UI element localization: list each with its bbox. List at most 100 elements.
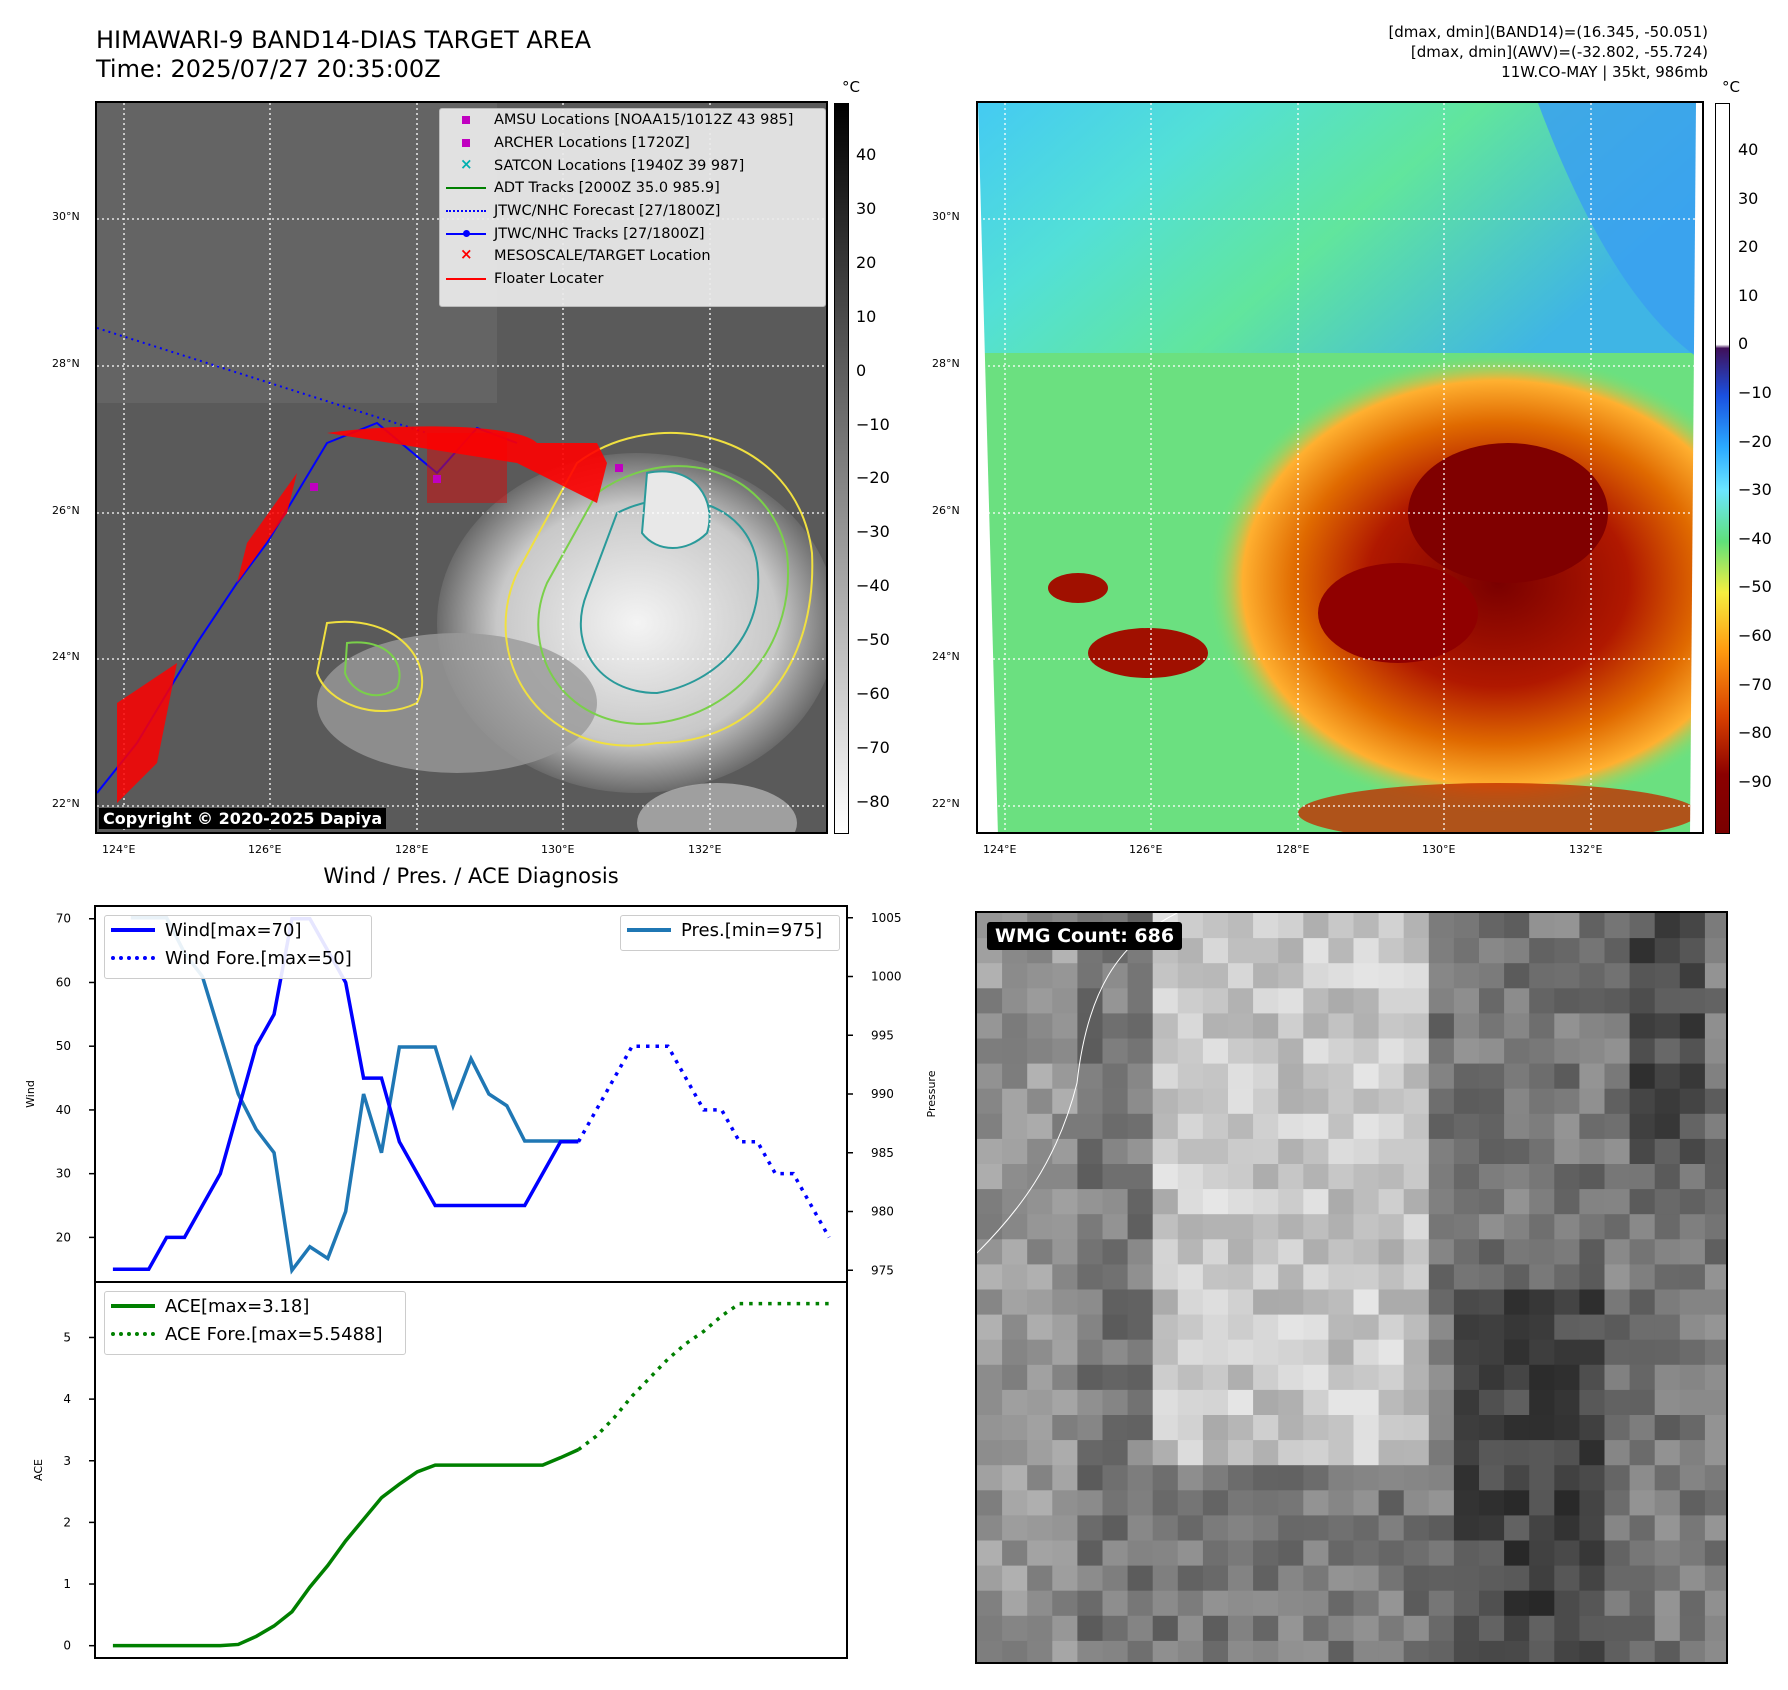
wmg-cell bbox=[1403, 1515, 1430, 1541]
wmg-cell bbox=[1127, 988, 1154, 1014]
wmg-cell bbox=[1328, 1465, 1354, 1491]
wmg-cell bbox=[1403, 938, 1430, 964]
wmg-cell bbox=[1554, 963, 1580, 989]
wmg-cell bbox=[977, 1289, 1003, 1316]
wmg-cell bbox=[1554, 1239, 1580, 1265]
wmg-cell bbox=[1077, 1289, 1103, 1316]
wmg-cell bbox=[1704, 1339, 1726, 1366]
pressure-axis-tick-label: 980 bbox=[871, 1205, 894, 1219]
pressure-series-line bbox=[130, 916, 579, 1275]
pressure-legend: Pres.[min=975] bbox=[620, 915, 840, 951]
wmg-cell bbox=[1554, 1339, 1580, 1366]
ir-satellite-map: AMSU Locations [NOAA15/1012Z 43 985] ARCH… bbox=[95, 101, 828, 834]
wmg-cell bbox=[1679, 988, 1706, 1014]
wmg-cell bbox=[1453, 1565, 1480, 1592]
wmg-cell bbox=[977, 1038, 1003, 1065]
map-legend-label: JTWC/NHC Forecast [27/1800Z] bbox=[494, 203, 721, 220]
wmg-cell bbox=[1127, 1515, 1154, 1541]
wmg-cell bbox=[1604, 1590, 1631, 1617]
wmg-cell bbox=[1102, 1615, 1129, 1642]
wmg-cell bbox=[1529, 1189, 1555, 1215]
wmg-cell bbox=[1629, 1189, 1656, 1215]
wmg-cell bbox=[1554, 1465, 1580, 1491]
wmg-cell bbox=[1504, 1339, 1530, 1366]
wmg-cell bbox=[1453, 1615, 1480, 1642]
wmg-cell bbox=[1604, 1063, 1631, 1090]
wmg-cell bbox=[1453, 1415, 1480, 1441]
awv-lat-tick: 24°N bbox=[932, 650, 960, 663]
wmg-cell bbox=[977, 1113, 1003, 1140]
ir-colorbar-tick: −10 bbox=[856, 414, 890, 434]
wmg-cell bbox=[1629, 1490, 1656, 1516]
wmg-cell bbox=[1077, 1490, 1103, 1516]
wmg-cell bbox=[1579, 1515, 1605, 1541]
wmg-cell bbox=[977, 1239, 1003, 1265]
wmg-cell bbox=[1278, 1465, 1304, 1491]
wmg-cell bbox=[1654, 1415, 1681, 1441]
wmg-cell bbox=[1202, 938, 1229, 964]
wmg-cell bbox=[1127, 1239, 1154, 1265]
wmg-cell bbox=[1353, 1590, 1380, 1617]
wmg-cell bbox=[1152, 963, 1179, 989]
wmg-cell bbox=[1679, 1339, 1706, 1366]
wmg-cell bbox=[1529, 988, 1555, 1014]
wmg-cell bbox=[1704, 1615, 1726, 1642]
wmg-cell bbox=[1604, 963, 1631, 989]
wmg-cell bbox=[1052, 1314, 1078, 1341]
wmg-cell bbox=[1303, 1189, 1329, 1215]
wmg-cell bbox=[1228, 1490, 1254, 1516]
wmg-cell bbox=[1052, 1465, 1078, 1491]
wmg-cell bbox=[1479, 1013, 1505, 1039]
ir-lat-tick: 22°N bbox=[52, 797, 80, 810]
wmg-cell bbox=[1177, 1590, 1204, 1617]
wmg-cell bbox=[1228, 1239, 1254, 1265]
wmg-cell bbox=[1278, 1314, 1304, 1341]
wmg-cell bbox=[1704, 1640, 1726, 1662]
map-legend-label: ADT Tracks [2000Z 35.0 985.9] bbox=[494, 180, 720, 197]
wmg-cell bbox=[1428, 1339, 1455, 1366]
wmg-cell bbox=[1253, 1138, 1279, 1165]
wmg-cell bbox=[1278, 1440, 1304, 1466]
chart-legend-entry: Pres.[min=975] bbox=[621, 916, 839, 944]
wmg-cell bbox=[1504, 1088, 1530, 1115]
wind-axis-tick-label: 70 bbox=[56, 912, 71, 926]
awv-color-map bbox=[976, 101, 1704, 834]
wmg-cell bbox=[1278, 938, 1304, 964]
wmg-cell bbox=[1102, 1214, 1129, 1240]
wmg-cell bbox=[1704, 1515, 1726, 1541]
wmg-cell bbox=[1428, 1264, 1455, 1290]
wmg-cell bbox=[1679, 1164, 1706, 1190]
wmg-cell bbox=[1704, 1088, 1726, 1115]
wmg-cell bbox=[1654, 1540, 1681, 1567]
wmg-cell bbox=[1704, 1540, 1726, 1567]
wmg-cell bbox=[1704, 1239, 1726, 1265]
wmg-cell bbox=[1102, 1038, 1129, 1065]
wmg-cell bbox=[1278, 1239, 1304, 1265]
wmg-cell bbox=[1629, 1540, 1656, 1567]
wmg-imagery bbox=[977, 913, 1726, 1662]
wmg-cell bbox=[1353, 1565, 1380, 1592]
wmg-cell bbox=[1152, 1189, 1179, 1215]
wmg-cell bbox=[1453, 1465, 1480, 1491]
wmg-cell bbox=[1704, 988, 1726, 1014]
map-legend-symbol bbox=[446, 136, 486, 150]
wmg-cell bbox=[1052, 963, 1078, 989]
wmg-cell bbox=[1529, 1239, 1555, 1265]
wmg-cell bbox=[1027, 1138, 1053, 1165]
wmg-cell bbox=[1378, 1364, 1405, 1391]
wmg-cell bbox=[1554, 1590, 1580, 1617]
wmg-cell bbox=[1428, 1615, 1455, 1642]
wmg-cell bbox=[1253, 1289, 1279, 1316]
wmg-cell bbox=[1554, 1615, 1580, 1642]
wmg-cell bbox=[1002, 1289, 1028, 1316]
wmg-cell bbox=[1202, 1289, 1229, 1316]
wmg-cell bbox=[1453, 913, 1480, 939]
wind-axis-tick-label: 40 bbox=[56, 1103, 71, 1117]
wmg-cell bbox=[1428, 1138, 1455, 1165]
ir-colorbar-tick: −20 bbox=[856, 468, 890, 488]
wmg-cell bbox=[1177, 1239, 1204, 1265]
wmg-cell bbox=[1228, 1063, 1254, 1090]
wmg-cell bbox=[1002, 1515, 1028, 1541]
wmg-cell bbox=[1127, 963, 1154, 989]
wmg-cell bbox=[1453, 1640, 1480, 1662]
